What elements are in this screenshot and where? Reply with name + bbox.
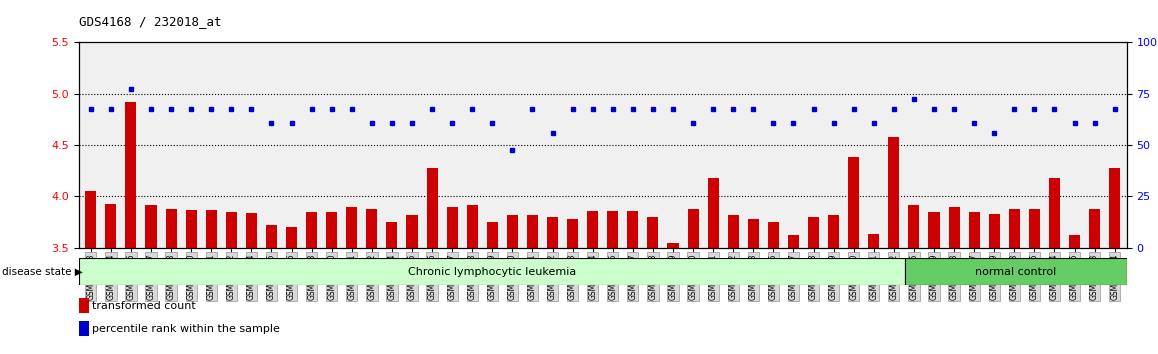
Bar: [688, 209, 698, 248]
Bar: [787, 235, 799, 248]
Bar: [1049, 178, 1060, 248]
Bar: [185, 210, 197, 248]
Bar: [868, 234, 879, 248]
Bar: [828, 215, 840, 248]
Bar: [79, 321, 89, 336]
Bar: [486, 222, 498, 248]
Bar: [808, 217, 819, 248]
Bar: [507, 215, 518, 248]
Bar: [447, 207, 457, 248]
Bar: [346, 207, 358, 248]
Bar: [306, 212, 317, 248]
Text: GDS4168 / 232018_at: GDS4168 / 232018_at: [79, 15, 221, 28]
Bar: [567, 219, 578, 248]
Bar: [426, 168, 438, 248]
Bar: [366, 209, 378, 248]
Bar: [527, 215, 538, 248]
Bar: [166, 209, 177, 248]
Bar: [1089, 209, 1100, 248]
Bar: [245, 213, 257, 248]
Text: Chronic lymphocytic leukemia: Chronic lymphocytic leukemia: [408, 267, 576, 277]
Bar: [768, 222, 779, 248]
Bar: [327, 212, 337, 248]
Bar: [406, 215, 418, 248]
Bar: [79, 258, 906, 285]
Bar: [1028, 209, 1040, 248]
Text: transformed count: transformed count: [93, 301, 196, 311]
Text: percentile rank within the sample: percentile rank within the sample: [93, 324, 280, 334]
Bar: [226, 212, 237, 248]
Bar: [667, 243, 679, 248]
Text: disease state ▶: disease state ▶: [2, 267, 83, 277]
Bar: [929, 212, 939, 248]
Bar: [105, 204, 117, 248]
Bar: [1069, 235, 1080, 248]
Bar: [888, 137, 900, 248]
Bar: [286, 227, 298, 248]
Bar: [266, 225, 277, 248]
Bar: [125, 102, 137, 248]
Bar: [1109, 168, 1120, 248]
Bar: [708, 178, 719, 248]
Bar: [1009, 209, 1020, 248]
Text: normal control: normal control: [975, 267, 1056, 277]
Bar: [906, 258, 1127, 285]
Bar: [146, 205, 156, 248]
Bar: [727, 215, 739, 248]
Bar: [387, 222, 397, 248]
Bar: [628, 211, 638, 248]
Bar: [607, 211, 618, 248]
Bar: [587, 211, 599, 248]
Bar: [547, 217, 558, 248]
Bar: [968, 212, 980, 248]
Bar: [989, 214, 999, 248]
Bar: [647, 217, 659, 248]
Bar: [908, 205, 919, 248]
Bar: [206, 210, 217, 248]
Bar: [79, 298, 89, 313]
Bar: [848, 158, 859, 248]
Bar: [467, 205, 478, 248]
Bar: [948, 207, 960, 248]
Bar: [748, 219, 758, 248]
Bar: [86, 192, 96, 248]
